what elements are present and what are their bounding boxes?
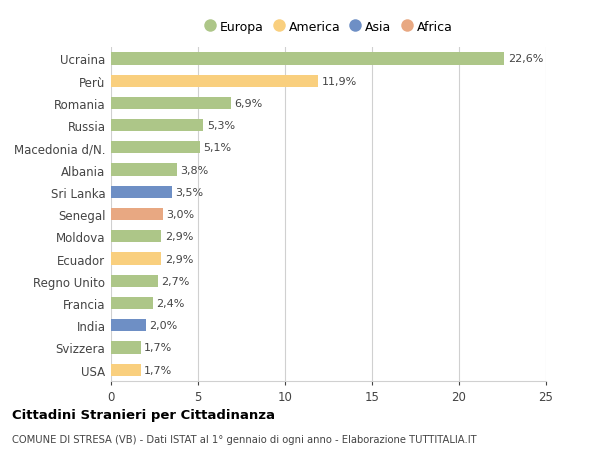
Bar (111, 275, 158, 287)
Text: 2,9%: 2,9% (165, 254, 193, 264)
Text: 11,9%: 11,9% (322, 77, 357, 86)
Bar (111, 319, 146, 331)
Text: 3,8%: 3,8% (181, 165, 209, 175)
Text: 6,9%: 6,9% (235, 99, 263, 109)
Bar (111, 142, 200, 154)
Bar (111, 231, 161, 243)
Text: 2,0%: 2,0% (149, 320, 178, 330)
Text: 1,7%: 1,7% (144, 343, 172, 353)
Text: 3,0%: 3,0% (167, 210, 195, 219)
Text: COMUNE DI STRESA (VB) - Dati ISTAT al 1° gennaio di ogni anno - Elaborazione TUT: COMUNE DI STRESA (VB) - Dati ISTAT al 1°… (12, 434, 476, 444)
Text: 5,1%: 5,1% (203, 143, 232, 153)
Text: 2,7%: 2,7% (161, 276, 190, 286)
Text: 2,9%: 2,9% (165, 232, 193, 242)
Bar (111, 164, 177, 176)
Text: 3,5%: 3,5% (175, 187, 203, 197)
Bar (111, 120, 203, 132)
Bar (111, 341, 140, 354)
Legend: Europa, America, Asia, Africa: Europa, America, Asia, Africa (205, 21, 452, 34)
Text: Cittadini Stranieri per Cittadinanza: Cittadini Stranieri per Cittadinanza (12, 409, 275, 421)
Bar (111, 75, 318, 88)
Bar (111, 208, 163, 221)
Text: 5,3%: 5,3% (207, 121, 235, 131)
Bar (111, 253, 161, 265)
Text: 1,7%: 1,7% (144, 365, 172, 375)
Bar (111, 364, 140, 376)
Text: 22,6%: 22,6% (508, 54, 543, 64)
Text: 2,4%: 2,4% (156, 298, 185, 308)
Bar (111, 186, 172, 198)
Bar (111, 53, 504, 65)
Bar (111, 297, 153, 309)
Bar (111, 98, 231, 110)
